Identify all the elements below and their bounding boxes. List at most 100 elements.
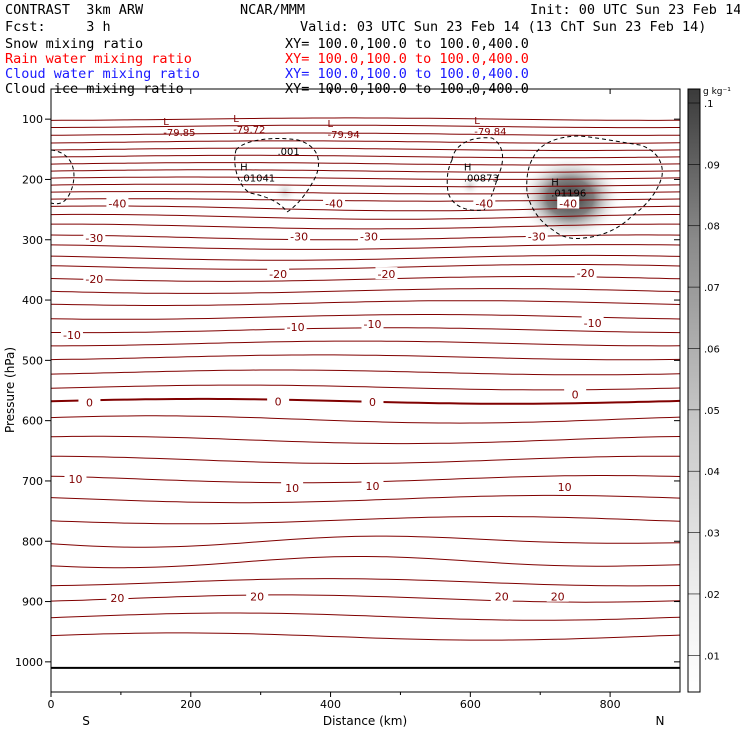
isotherm-line: [51, 223, 680, 230]
isotherm-label: -40: [475, 198, 493, 211]
y-tick-label: 1000: [15, 656, 43, 669]
temperature-contours: [51, 117, 680, 669]
x-tick-label: 0: [48, 698, 55, 711]
isotherm-line: [51, 244, 680, 250]
isotherm-line: [51, 612, 680, 621]
field-xy-cloud-water: XY= 100.0,100.0 to 100.0,400.0: [285, 66, 529, 82]
extremum-kind: H: [240, 162, 248, 173]
colorbar: [687, 88, 701, 693]
colorbar-label: .1: [704, 99, 714, 110]
label-mask: [83, 230, 106, 243]
label-mask: [361, 478, 384, 491]
isotherm-line: [51, 415, 680, 424]
y-tick-label: 400: [22, 294, 43, 307]
colorbar-unit: g kg⁻¹: [703, 87, 731, 97]
label-mask: [525, 229, 548, 242]
isotherm-label: 10: [558, 481, 572, 494]
label-mask: [267, 267, 290, 280]
label-mask: [581, 315, 604, 328]
label-mask: [267, 394, 290, 407]
isotherm-line: [51, 494, 680, 504]
plot-frame: [50, 88, 681, 693]
isotherm-label: -40: [108, 198, 126, 211]
extremum-value: -79.84: [474, 127, 506, 138]
label-mask: [553, 479, 576, 492]
x-tick-label: 800: [600, 698, 621, 711]
field-name-cloud-water: Cloud water mixing ratio: [5, 66, 201, 82]
south-label: S: [82, 714, 90, 728]
isotherm-label: 20: [250, 591, 264, 604]
isotherm-label: -10: [63, 329, 81, 342]
extremum-value: -79.94: [328, 130, 360, 141]
dashed-contour-label: .001: [277, 147, 299, 158]
isotherm-line: [51, 288, 680, 294]
isotherm-label: -10: [287, 321, 305, 334]
label-mask: [546, 589, 569, 602]
y-tick-label: 900: [22, 596, 43, 609]
isotherm-line: [51, 556, 680, 569]
isotherm-label: 10: [68, 473, 82, 486]
y-tick-label: 600: [22, 415, 43, 428]
colorbar-label: .05: [704, 406, 720, 417]
x-tick-label: 600: [460, 698, 481, 711]
colorbar-label: .01: [704, 651, 720, 662]
label-mask: [361, 394, 384, 407]
isotherm-line: [51, 124, 680, 129]
y-tick-label: 300: [22, 234, 43, 247]
isotherm-label: 20: [551, 591, 565, 604]
isotherm-label: -10: [584, 317, 602, 330]
isotherm-line: [51, 264, 680, 270]
isotherm-line: [51, 340, 680, 347]
x-tick-label: 400: [320, 698, 341, 711]
isotherm-line: [51, 176, 680, 180]
colorbar-labels: .01 .02 .03 .04 .05 .06 .07 .08 .09 .1: [688, 99, 720, 662]
isotherm-label: -30: [85, 232, 103, 245]
isotherm-line: [51, 314, 680, 320]
label-mask: [60, 328, 83, 341]
isotherm-line: [51, 191, 680, 195]
extremum-kind: H: [464, 162, 472, 173]
extremum-value: .01041: [240, 173, 275, 184]
label-mask: [473, 196, 496, 209]
dashed-contour-east-cell: [526, 135, 663, 239]
label-mask: [564, 387, 587, 400]
extremum-value: .00873: [464, 173, 499, 184]
label-mask: [361, 317, 384, 330]
isotherm-line: [51, 169, 680, 173]
isotherm-label: -40: [559, 198, 577, 211]
isotherm-label: -40: [325, 198, 343, 211]
field-name-snow: Snow mixing ratio: [5, 36, 144, 52]
dashed-contour-west-edge: [51, 149, 75, 205]
isotherm-label: 20: [495, 591, 509, 604]
isotherm-line: [51, 147, 680, 151]
north-label: N: [656, 714, 665, 728]
colorbar-label: .02: [704, 590, 720, 601]
isotherm-label: 10: [365, 480, 379, 493]
isotherm-line: [51, 369, 680, 376]
extremum-kind: L: [474, 116, 480, 127]
colorbar-label: .07: [704, 283, 720, 294]
temperature-labels: -40 -40 -40 -40 -30 -30 -30 -30 -20 -20 -20 -20 -10 -…: [60, 196, 604, 605]
extrema-labels: L-79.85L-79.72L-79.94L-79.84H.01041H.008…: [163, 114, 586, 199]
isotherm-line: [51, 117, 680, 121]
isotherm-label: -20: [377, 268, 395, 281]
y-tick-label: 800: [22, 535, 43, 548]
colorbar-label: .03: [704, 529, 720, 540]
extremum-value: .01196: [551, 188, 586, 199]
isotherm-line: [51, 300, 680, 306]
isotherm-label: -30: [360, 231, 378, 244]
dashed-contour-mid-cell: [446, 137, 503, 211]
colorbar-label: .04: [704, 467, 720, 478]
isotherm-line: [51, 435, 680, 445]
label-mask: [106, 196, 129, 209]
dashed-mixing-contours: [51, 135, 663, 239]
y-tick-label: 500: [22, 354, 43, 367]
label-mask: [64, 472, 87, 485]
isotherm-line: [51, 578, 680, 587]
extremum-kind: H: [551, 177, 559, 188]
label-mask: [357, 229, 380, 242]
label-mask: [78, 395, 101, 408]
field-xy-snow: XY= 100.0,100.0 to 100.0,400.0: [285, 36, 529, 52]
